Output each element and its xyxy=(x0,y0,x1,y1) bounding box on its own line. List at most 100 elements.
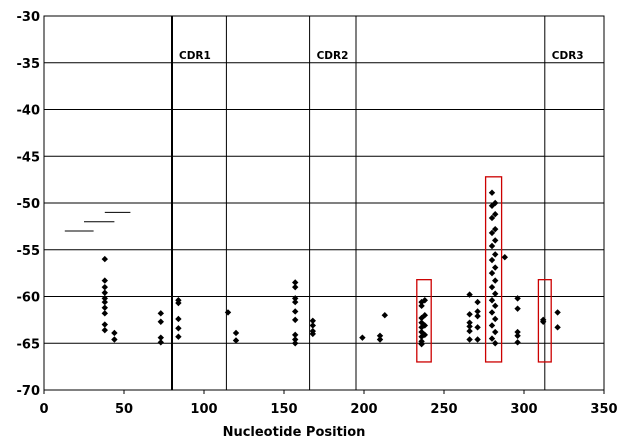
data-point xyxy=(101,277,108,284)
data-point xyxy=(492,225,499,233)
data-point xyxy=(540,318,547,325)
data-point xyxy=(514,328,521,336)
data-point xyxy=(488,242,496,250)
data-point xyxy=(492,211,499,218)
data-point xyxy=(421,331,428,339)
data-point xyxy=(309,322,316,329)
region-labels: CDR1 CDR2 CDR3 xyxy=(179,50,584,62)
data-point xyxy=(492,315,499,323)
y-tick-label: -40 xyxy=(17,104,41,119)
x-tick-label: 100 xyxy=(190,402,217,417)
y-tick-label: -60 xyxy=(17,291,41,306)
data-point xyxy=(421,312,428,319)
data-point xyxy=(309,317,316,325)
data-point xyxy=(418,302,425,310)
gridlines xyxy=(44,15,604,391)
data-point xyxy=(101,295,108,302)
y-tick-label: -70 xyxy=(17,384,41,399)
data-point xyxy=(488,229,496,237)
data-point xyxy=(488,189,496,196)
data-point xyxy=(501,254,508,261)
x-tick-label: 0 xyxy=(39,402,48,417)
data-point xyxy=(101,304,108,311)
data-point xyxy=(101,255,108,263)
data-point xyxy=(157,339,164,346)
data-point xyxy=(376,336,384,343)
data-point xyxy=(292,279,299,286)
data-point xyxy=(157,318,164,325)
data-point xyxy=(292,316,299,324)
data-point xyxy=(421,322,428,329)
data-point xyxy=(101,289,108,296)
highlight-box xyxy=(484,176,503,363)
data-point xyxy=(514,339,521,346)
y-tick-labels: -30 -35 -40 -45 -50 -55 -60 -65 -70 xyxy=(17,10,41,399)
x-axis-title: Nucleotide Position xyxy=(223,425,366,439)
data-point xyxy=(488,283,496,291)
data-point xyxy=(175,333,182,340)
data-point xyxy=(224,309,232,316)
data-point xyxy=(466,323,473,330)
highlight-boxes xyxy=(416,176,552,363)
data-point xyxy=(359,334,366,341)
data-point xyxy=(492,199,499,207)
data-point xyxy=(418,340,425,348)
legend-bars xyxy=(64,211,131,232)
data-point xyxy=(466,336,473,343)
data-point xyxy=(111,336,118,343)
x-tick-label: 250 xyxy=(430,402,457,417)
data-point xyxy=(111,329,118,337)
data-point xyxy=(492,251,499,258)
data-point xyxy=(492,237,499,244)
data-point xyxy=(466,291,473,298)
x-tick-label: 200 xyxy=(350,402,377,417)
data-point xyxy=(157,334,164,341)
data-point xyxy=(292,295,299,302)
data-point xyxy=(474,308,481,315)
data-point xyxy=(514,332,521,339)
data-point xyxy=(474,336,481,343)
highlight-box xyxy=(416,279,432,363)
data-point xyxy=(175,299,182,307)
data-point xyxy=(488,322,496,329)
data-point xyxy=(292,308,299,315)
y-tick-label: -65 xyxy=(17,337,41,352)
data-point xyxy=(421,297,428,304)
data-point xyxy=(157,310,164,317)
x-tick-label: 50 xyxy=(115,402,133,417)
data-point xyxy=(488,335,496,342)
x-tick-label: 300 xyxy=(510,402,537,417)
data-point xyxy=(232,329,240,337)
y-tick-label: -55 xyxy=(17,244,41,259)
data-point xyxy=(175,325,182,332)
region-label-cdr1: CDR1 xyxy=(179,50,211,62)
data-point xyxy=(488,214,496,222)
data-point xyxy=(292,336,299,343)
data-point xyxy=(492,277,499,284)
y-tick-label: -50 xyxy=(17,197,41,212)
x-tick-labels: 0 50 100 150 200 250 300 350 xyxy=(39,390,618,417)
x-tick-label: 150 xyxy=(270,402,297,417)
data-point xyxy=(376,332,384,339)
data-point xyxy=(292,283,299,291)
data-point xyxy=(381,312,388,319)
highlight-box xyxy=(537,279,552,363)
data-point xyxy=(554,309,561,316)
data-point xyxy=(292,298,299,306)
data-point xyxy=(101,298,108,306)
data-point xyxy=(466,319,473,326)
region-boundaries xyxy=(171,16,546,390)
data-point xyxy=(492,264,499,271)
data-point xyxy=(232,337,240,344)
data-point xyxy=(292,331,299,339)
data-point xyxy=(175,315,182,323)
data-point xyxy=(488,256,496,264)
x-tick-label: 350 xyxy=(590,402,617,417)
data-point xyxy=(474,324,481,331)
data-point xyxy=(309,330,316,338)
data-point xyxy=(492,340,499,347)
data-point xyxy=(101,321,108,328)
data-point xyxy=(488,297,496,304)
y-tick-label: -45 xyxy=(17,150,41,165)
data-point xyxy=(514,305,521,312)
